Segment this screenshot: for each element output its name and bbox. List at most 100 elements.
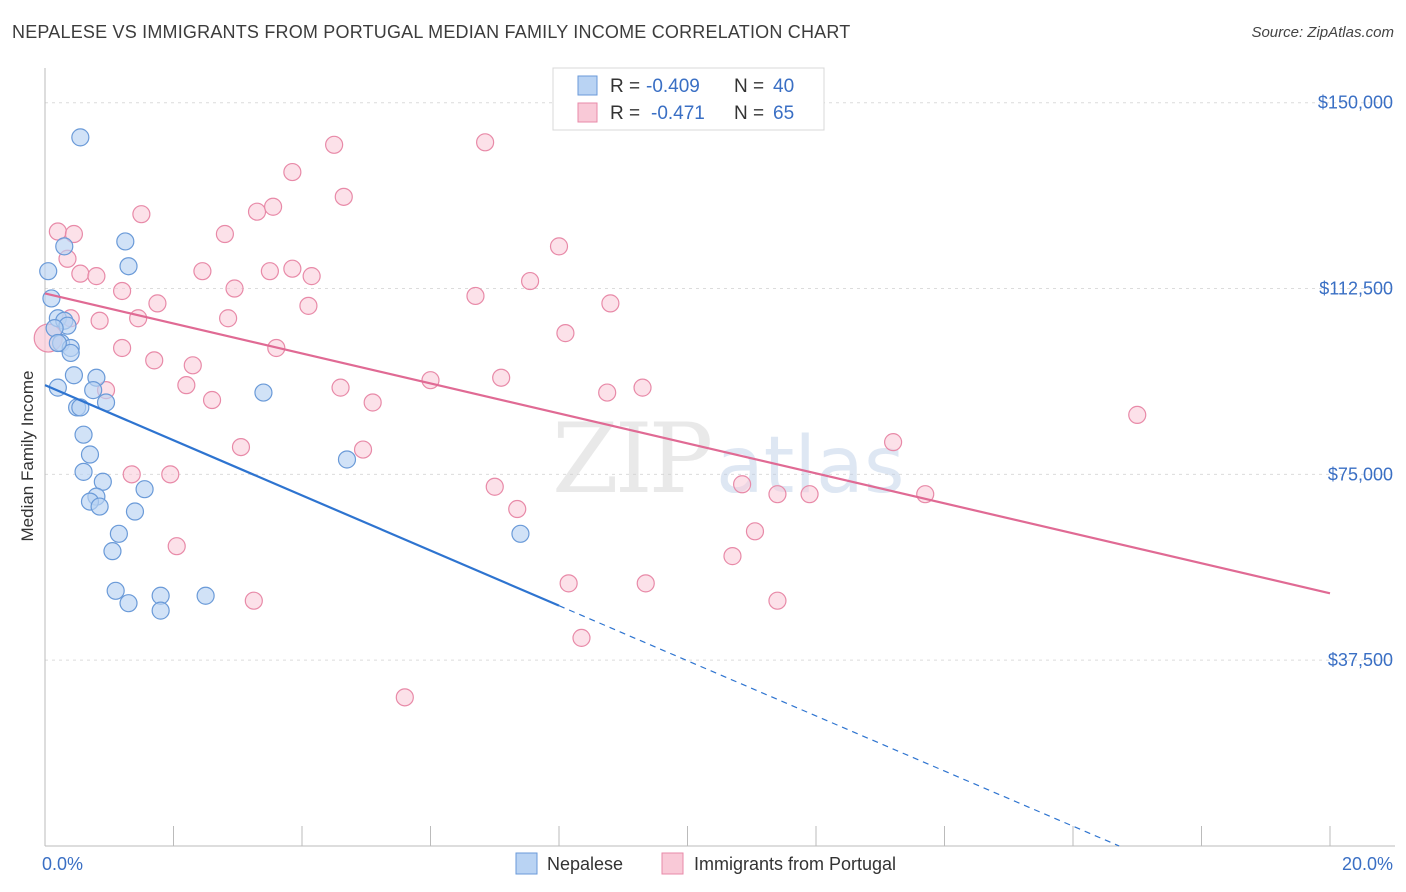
- trend-lines: [44, 292, 1331, 847]
- point-portugal: [331, 378, 350, 397]
- point-nepalese: [151, 601, 170, 620]
- point-portugal: [225, 279, 244, 298]
- point-portugal: [177, 376, 196, 395]
- point-portugal: [183, 356, 202, 375]
- point-nepalese: [125, 502, 145, 521]
- point-portugal: [87, 267, 106, 286]
- legend-box: [552, 67, 825, 131]
- point-portugal: [161, 465, 180, 484]
- point-portugal: [556, 324, 575, 343]
- point-portugal: [768, 485, 787, 504]
- point-portugal: [598, 383, 617, 402]
- point-portugal: [260, 262, 279, 281]
- point-nepalese: [254, 383, 273, 402]
- legend-n-value-2: 65: [773, 103, 794, 124]
- point-portugal: [745, 522, 765, 541]
- point-nepalese: [116, 232, 135, 251]
- point-nepalese: [106, 581, 125, 600]
- point-nepalese: [109, 524, 128, 543]
- point-portugal: [485, 477, 504, 496]
- legend: R = -0.409 N = 40 R = -0.471 N = 65: [552, 67, 825, 131]
- point-portugal: [353, 440, 373, 459]
- point-nepalese: [196, 586, 215, 605]
- legend-n-value-1: 40: [773, 76, 794, 97]
- y-tick-label-0: $37,500: [1328, 650, 1393, 670]
- point-nepalese: [71, 128, 90, 147]
- point-nepalese: [74, 462, 93, 481]
- point-portugal: [636, 574, 655, 593]
- series-portugal-points: [33, 133, 1147, 707]
- point-nepalese: [80, 445, 100, 464]
- point-nepalese: [90, 497, 109, 516]
- y-axis-label: Median Family Income: [18, 370, 37, 541]
- point-portugal: [90, 311, 109, 330]
- source-label: Source: ZipAtlas.com: [1251, 24, 1394, 41]
- y-tick-label-2: $112,500: [1319, 279, 1393, 299]
- point-nepalese: [74, 425, 93, 444]
- point-portugal: [559, 574, 578, 593]
- point-nepalese: [61, 343, 80, 363]
- point-portugal: [148, 294, 167, 313]
- series-nepalese-points: [39, 128, 530, 620]
- point-nepalese: [55, 237, 74, 256]
- grid: [45, 102, 1395, 661]
- point-nepalese: [64, 366, 84, 385]
- point-portugal: [800, 485, 819, 504]
- legend-r-value-1: -0.409: [646, 76, 700, 97]
- bottom-legend-swatch-nepalese: [515, 852, 538, 875]
- chart-title: NEPALESE VS IMMIGRANTS FROM PORTUGAL MED…: [12, 22, 851, 42]
- point-nepalese: [48, 333, 67, 353]
- point-portugal: [768, 591, 787, 610]
- point-portugal: [129, 309, 148, 328]
- point-nepalese: [337, 450, 357, 469]
- point-portugal: [167, 537, 186, 556]
- point-nepalese: [103, 542, 122, 561]
- point-portugal: [145, 351, 164, 370]
- legend-r-value-2: -0.471: [651, 103, 705, 124]
- point-portugal: [215, 224, 234, 244]
- axes: [44, 68, 1395, 847]
- y-tick-label-1: $75,000: [1328, 464, 1393, 484]
- point-portugal: [334, 187, 353, 206]
- point-nepalese: [119, 594, 138, 613]
- legend-swatch-nepalese: [577, 75, 598, 96]
- point-portugal: [421, 371, 440, 390]
- point-portugal: [302, 267, 321, 286]
- point-portugal: [112, 281, 132, 301]
- point-portugal: [247, 202, 267, 221]
- trend-line-nepalese: [44, 384, 560, 607]
- bottom-legend-label-portugal: Immigrants from Portugal: [694, 854, 896, 874]
- point-portugal: [283, 162, 302, 182]
- bottom-legend-swatch-portugal: [661, 852, 684, 875]
- point-portugal: [883, 433, 903, 452]
- legend-n-label-1: N =: [734, 76, 764, 97]
- point-portugal: [549, 237, 569, 256]
- point-portugal: [132, 205, 151, 224]
- bottom-legend-label-nepalese: Nepalese: [547, 854, 623, 874]
- point-portugal: [325, 135, 344, 154]
- point-nepalese: [135, 480, 154, 499]
- bottom-legend: Nepalese Immigrants from Portugal: [515, 852, 896, 875]
- point-portugal: [64, 224, 84, 244]
- trend-line-portugal: [44, 292, 1331, 595]
- point-portugal: [476, 133, 495, 152]
- trend-line-nepalese-extrapolated: [558, 605, 1120, 847]
- point-portugal: [733, 475, 752, 494]
- point-portugal: [193, 262, 212, 281]
- point-portugal: [283, 259, 302, 278]
- legend-r-label-2: R =: [610, 103, 640, 124]
- point-nepalese: [119, 257, 138, 276]
- point-portugal: [723, 547, 742, 566]
- point-portugal: [601, 294, 620, 313]
- y-tick-labels: $37,500 $75,000 $112,500 $150,000: [1318, 93, 1393, 670]
- point-portugal: [520, 271, 540, 291]
- point-portugal: [395, 688, 414, 707]
- point-portugal: [633, 378, 652, 397]
- point-portugal: [1128, 405, 1147, 424]
- point-portugal: [263, 197, 283, 216]
- y-tick-label-3: $150,000: [1318, 93, 1393, 113]
- x-tick-labels: 0.0% 20.0%: [42, 854, 1393, 874]
- watermark: ZIP atlas: [552, 403, 905, 515]
- x-tick-label-min: 0.0%: [42, 854, 83, 874]
